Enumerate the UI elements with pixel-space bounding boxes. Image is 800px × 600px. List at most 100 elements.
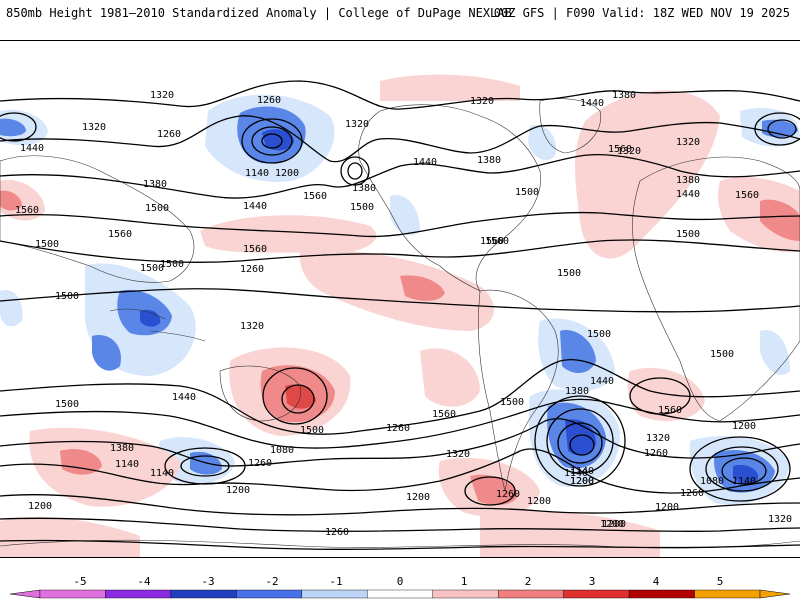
contour-label: 1560 (735, 190, 759, 201)
contour-label: 1260 (496, 489, 520, 500)
contour-high-spac-1 (262, 367, 328, 425)
colorbar-segment (301, 589, 368, 599)
anomaly-pos-southern-belt-core (60, 448, 102, 475)
contour-low-sind-3 (721, 457, 767, 485)
contour-label: 1500 (710, 349, 734, 360)
contour-low-right-2 (767, 119, 797, 139)
contour-label: 1140 (115, 459, 139, 470)
anomaly-pos-southern-belt (29, 427, 181, 507)
colorbar-tick: 1 (460, 575, 468, 588)
contour-label: 1560 (15, 205, 39, 216)
contour-label: 1500 (140, 263, 164, 274)
contour-label: 1320 (617, 146, 641, 157)
map-title: 850mb Height 1981–2010 Standardized Anom… (6, 6, 512, 20)
contour-label: 1260 (325, 527, 349, 538)
contour-high-south-ind (629, 377, 691, 415)
coast-greenland (539, 98, 602, 154)
colorbar-tick: 4 (652, 575, 660, 588)
contour-label: 1380 (110, 443, 134, 454)
contour-label: 1140 (732, 476, 756, 487)
anomaly-neg-sindian-core (733, 464, 759, 485)
contour-label: 1320 (82, 122, 106, 133)
contour-label: 1560 (480, 236, 504, 247)
colorbar-arrow-left (10, 589, 41, 599)
contour-label: 1560 (303, 191, 327, 202)
contour-label: 1500 (515, 187, 539, 198)
colorbar-segment (105, 589, 172, 599)
contour-label: 1500 (300, 425, 324, 436)
contour-label: 1380 (352, 183, 376, 194)
coast-north-america (358, 104, 541, 292)
contour-sh-1200 (0, 517, 800, 533)
colorbar (10, 568, 790, 600)
header-bar: 850mb Height 1981–2010 Standardized Anom… (0, 0, 800, 28)
contour-low-satl-4 (569, 434, 595, 456)
contour-nh-1380 (0, 115, 800, 163)
anomaly-neg-africa (760, 330, 790, 375)
contour-label: 1440 (20, 143, 44, 154)
contour-tropics-1500 (0, 288, 800, 313)
contour-label: 1500 (55, 291, 79, 302)
contour-low-aleutian-2 (251, 126, 293, 156)
colorbar-segments (39, 589, 761, 599)
anomaly-pos-east-pac (420, 348, 480, 407)
contour-label: 1260 (157, 129, 181, 140)
contour-low-sind-1 (689, 436, 791, 502)
contour-label: 1500 (160, 259, 184, 270)
contour-label: 1500 (557, 268, 581, 279)
contour-label: 1500 (55, 399, 79, 410)
contour-label: 1260 (644, 448, 668, 459)
contour-label: 1500 (587, 329, 611, 340)
contour-low-satl-3 (557, 422, 603, 464)
colorbar-segment (563, 589, 630, 599)
colorbar-arrow-right (759, 589, 790, 599)
contour-sh-1380 (0, 418, 800, 467)
contour-label: 1080 (700, 476, 724, 487)
contour-high-spac-2 (281, 384, 315, 414)
anomaly-pos-westeurope-core (0, 190, 22, 211)
contour-label: 1440 (676, 189, 700, 200)
contour-low-aleutian-1 (241, 118, 303, 164)
contour-labels: 1320 1260 1320 1260 1440 1380 1560 1500 … (15, 90, 792, 538)
colorbar-tick: -4 (137, 575, 151, 588)
colorbar-segment (367, 589, 433, 599)
colorbar-tick: 5 (716, 575, 724, 588)
contour-label: 1260 (248, 458, 272, 469)
anomaly-neg-asia-core (140, 309, 161, 327)
contour-label: 1200 (732, 421, 756, 432)
anomaly-neg-nwatlantic (528, 125, 556, 161)
contour-low-satl-2 (546, 408, 614, 474)
anomaly-neg-westaus (0, 290, 23, 327)
contour-label: 1440 (580, 98, 604, 109)
colorbar-tick: 2 (524, 575, 532, 588)
anomaly-neg-scandinavia-core (0, 118, 26, 137)
contour-label: 1440 (590, 376, 614, 387)
contour-label: 1560 (108, 229, 132, 240)
contour-low-right-1 (754, 112, 800, 146)
contour-label: 1200 (527, 496, 551, 507)
contour-low-drake (464, 476, 516, 506)
contour-nh-1560 (0, 239, 800, 263)
contour-low-spac-2 (180, 455, 230, 477)
anomaly-pos-europe-core (760, 199, 800, 241)
contour-label: 1320 (470, 96, 494, 107)
contour-label: 1260 (386, 423, 410, 434)
contour-label: 1320 (676, 137, 700, 148)
colorbar-segment (694, 589, 761, 599)
anomaly-pos-npacific (200, 215, 377, 254)
contour-label: 1140 (150, 468, 174, 479)
colorbar-segment (497, 589, 564, 599)
colorbar-tick: -1 (329, 575, 343, 588)
height-contours (0, 80, 800, 550)
contour-label: 1500 (35, 239, 59, 250)
contour-label: 1200 (275, 168, 299, 179)
contour-low-satl-1 (534, 395, 626, 487)
contour-label: 1500 (500, 397, 524, 408)
colorbar-tick: 3 (588, 575, 596, 588)
world-map: 1320 1260 1320 1260 1440 1380 1560 1500 … (0, 40, 800, 558)
contour-sh-1320-bottom (0, 539, 800, 550)
coast-south-america (478, 289, 559, 492)
contour-label: 1260 (680, 488, 704, 499)
contour-label: 1380 (565, 386, 589, 397)
anomaly-pos-arctic (380, 74, 520, 101)
